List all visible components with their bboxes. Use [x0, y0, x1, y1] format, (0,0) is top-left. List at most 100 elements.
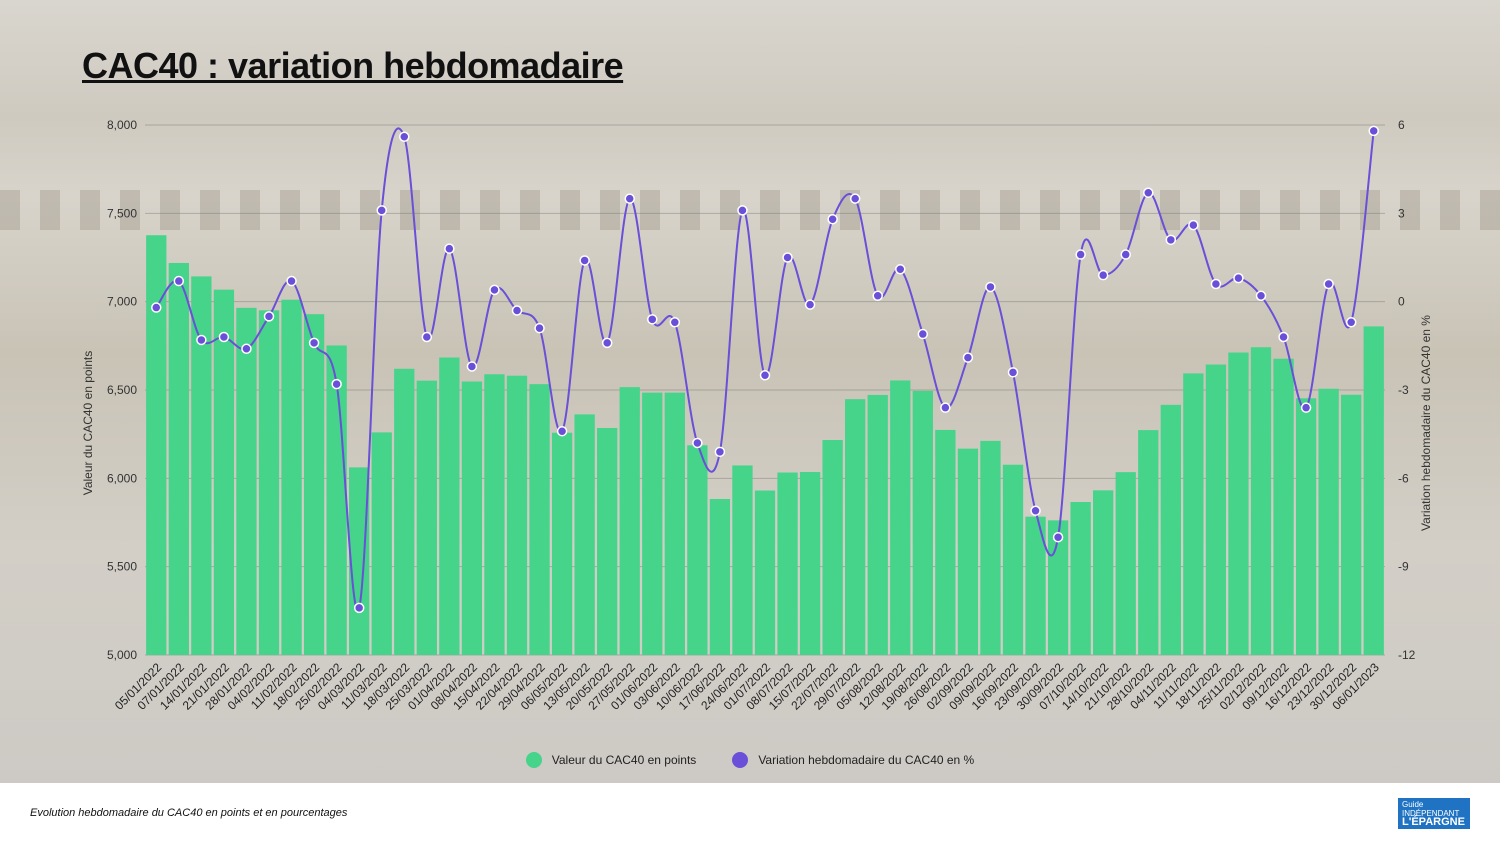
line-point — [1030, 505, 1041, 516]
bar — [664, 392, 685, 655]
bar — [687, 445, 708, 655]
line-point — [331, 378, 342, 390]
line-point — [1233, 272, 1244, 284]
line-point — [444, 243, 455, 254]
line-point — [849, 193, 861, 204]
bar — [168, 262, 189, 655]
y-tick-left: 6,000 — [107, 471, 137, 485]
bar — [1273, 358, 1294, 655]
bar — [1183, 373, 1204, 655]
y-tick-right: 3 — [1398, 206, 1405, 220]
bar — [303, 314, 325, 655]
y-tick-left: 8,000 — [107, 118, 137, 132]
bar — [709, 499, 731, 655]
y-tick-right: -6 — [1398, 471, 1409, 485]
bar — [1205, 364, 1227, 655]
bar — [935, 429, 956, 655]
bar — [1341, 394, 1362, 655]
line-point — [917, 328, 929, 340]
bar — [1318, 388, 1339, 655]
line-point — [1052, 531, 1064, 543]
bar — [642, 392, 663, 655]
line-point — [151, 302, 162, 313]
bar — [619, 387, 640, 655]
bar — [439, 357, 460, 655]
bar — [551, 432, 573, 655]
line-point — [353, 602, 365, 614]
line-point — [421, 331, 433, 343]
bar — [822, 439, 843, 655]
line-point — [895, 264, 906, 275]
y-tick-left: 6,500 — [107, 383, 137, 397]
y-tick-right: 6 — [1398, 118, 1405, 132]
line-point — [601, 337, 613, 349]
bar — [484, 374, 505, 655]
bar — [754, 490, 776, 655]
line-point — [263, 311, 275, 322]
line-point — [759, 370, 771, 381]
background-columns — [0, 190, 1500, 230]
line-point — [1007, 367, 1019, 378]
line-point — [1255, 290, 1267, 302]
y-tick-right: 0 — [1398, 295, 1405, 309]
line-point — [534, 322, 545, 334]
bar — [1250, 347, 1272, 655]
bar — [957, 448, 979, 655]
line-point — [872, 290, 883, 302]
line-point — [1300, 402, 1312, 413]
line-point — [669, 317, 681, 328]
bar — [146, 235, 167, 656]
bar — [258, 310, 280, 655]
y-tick-left: 5,500 — [107, 560, 137, 574]
line-point — [1210, 278, 1222, 290]
bar — [506, 375, 528, 655]
line-point — [940, 402, 951, 413]
y-tick-left: 5,000 — [107, 648, 137, 662]
bar — [845, 399, 866, 655]
bar — [461, 381, 483, 655]
bar — [912, 390, 933, 655]
y-tick-left: 7,000 — [107, 295, 137, 309]
line-point — [466, 361, 478, 372]
bar — [1160, 404, 1181, 655]
bar — [732, 465, 753, 655]
line-point — [1120, 249, 1131, 260]
line-point — [489, 284, 500, 296]
line-point — [1345, 317, 1357, 328]
line-point — [241, 343, 252, 355]
combo-chart: 5,000 5,500 6,000 6,500 7,000 7,500 8,000 -12 -9… — [81, 118, 1433, 713]
line-point — [962, 352, 974, 363]
bar — [1002, 464, 1024, 655]
bar — [326, 345, 347, 655]
legend-swatch-green — [525, 752, 542, 768]
guide-epargne-logo[interactable]: Guide INDÉPENDANT L'ÉPARGNE — [1398, 798, 1470, 829]
line-point — [1323, 278, 1334, 290]
legend-swatch-purple — [732, 752, 749, 768]
bar — [1363, 326, 1384, 655]
line-point — [624, 193, 635, 204]
bar — [597, 427, 618, 655]
bar — [281, 299, 302, 655]
bar — [799, 471, 821, 655]
line-point — [804, 299, 816, 310]
line-point — [985, 281, 996, 293]
line-point — [218, 331, 230, 343]
line-point — [714, 446, 726, 458]
line-point — [1278, 331, 1289, 343]
legend: Valeur du CAC40 en points Variation hebd… — [0, 752, 1500, 768]
legend-item-bars[interactable]: Valeur du CAC40 en points — [525, 752, 696, 768]
bar — [213, 289, 235, 655]
bar — [1138, 430, 1159, 655]
legend-label: Variation hebdomadaire du CAC40 en % — [758, 753, 975, 767]
bar — [1093, 490, 1114, 655]
line-point — [1188, 219, 1199, 231]
line-point — [737, 205, 748, 216]
y-tick-left: 7,500 — [107, 206, 137, 220]
line-point — [1143, 187, 1154, 198]
bar — [1115, 472, 1136, 655]
legend-item-line[interactable]: Variation hebdomadaire du CAC40 en % — [732, 752, 974, 768]
line-point — [1165, 234, 1177, 246]
caption: Evolution hebdomadaire du CAC40 en point… — [30, 807, 348, 819]
line-point — [647, 314, 658, 325]
bar — [349, 467, 370, 655]
